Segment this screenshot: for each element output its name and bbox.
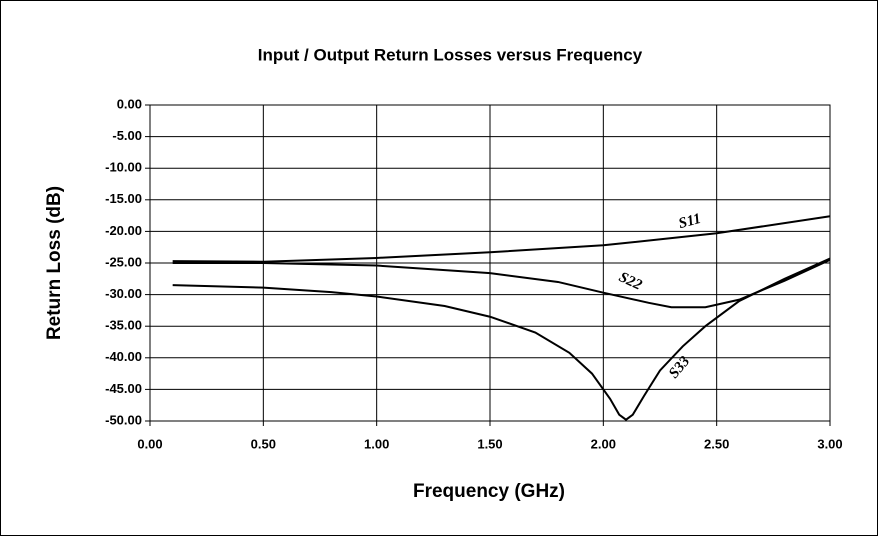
- x-axis-label: Frequency (GHz): [413, 481, 565, 502]
- y-tick-label: -30.00: [105, 286, 142, 301]
- y-tick-label: -25.00: [105, 254, 142, 269]
- y-tick-label: -35.00: [105, 318, 142, 333]
- x-tick-label: 0.00: [137, 436, 162, 451]
- series-line: [172, 215, 831, 263]
- series-label: S11: [677, 211, 703, 232]
- series-line: [172, 258, 831, 309]
- plot-frame: [149, 104, 831, 422]
- y-tick-label: -45.00: [105, 381, 142, 396]
- x-tick-label: 1.50: [477, 436, 502, 451]
- x-tick-label: 2.00: [591, 436, 616, 451]
- series-label: S22: [616, 269, 644, 294]
- y-tick-label: -50.00: [105, 412, 142, 427]
- y-tick-label: -20.00: [105, 223, 142, 238]
- y-tick-label: 0.00: [117, 96, 142, 111]
- chart-title: Input / Output Return Losses versus Freq…: [258, 45, 643, 64]
- x-tick-label: 3.00: [817, 436, 842, 451]
- y-tick-label: -10.00: [105, 160, 142, 175]
- x-tick-label: 2.50: [704, 436, 729, 451]
- series-line: [172, 257, 831, 421]
- y-axis-label: Return Loss (dB): [44, 186, 65, 340]
- y-tick-label: -40.00: [105, 349, 142, 364]
- y-tick-label: -5.00: [112, 128, 142, 143]
- x-tick-label: 0.50: [251, 436, 276, 451]
- y-tick-label: -15.00: [105, 191, 142, 206]
- x-tick-label: 1.00: [364, 436, 389, 451]
